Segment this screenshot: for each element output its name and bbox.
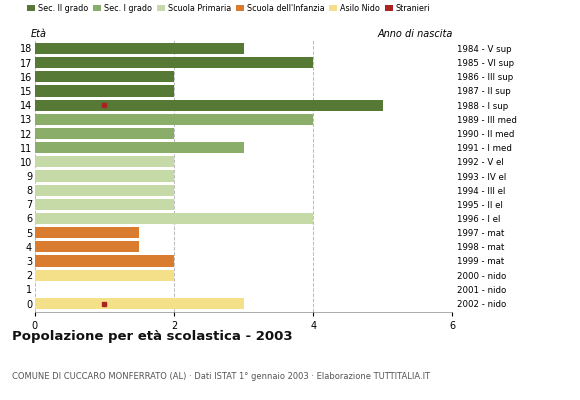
Bar xyxy=(35,298,244,309)
Legend: Sec. II grado, Sec. I grado, Scuola Primaria, Scuola dell'Infanzia, Asilo Nido, : Sec. II grado, Sec. I grado, Scuola Prim… xyxy=(27,4,430,13)
Bar xyxy=(35,71,174,82)
Bar xyxy=(35,241,139,252)
Bar xyxy=(35,227,139,238)
Text: Età: Età xyxy=(31,29,46,39)
Bar xyxy=(35,270,174,281)
Text: Anno di nascita: Anno di nascita xyxy=(377,29,452,39)
Bar xyxy=(35,256,174,266)
Bar xyxy=(35,128,174,139)
Bar xyxy=(35,170,174,182)
Bar xyxy=(35,100,383,111)
Bar xyxy=(35,57,313,68)
Bar xyxy=(35,199,174,210)
Bar xyxy=(35,114,313,125)
Bar xyxy=(35,142,244,153)
Bar xyxy=(35,86,174,96)
Bar xyxy=(35,185,174,196)
Bar xyxy=(35,43,244,54)
Bar xyxy=(35,213,313,224)
Bar xyxy=(35,156,174,167)
Text: COMUNE DI CUCCARO MONFERRATO (AL) · Dati ISTAT 1° gennaio 2003 · Elaborazione TU: COMUNE DI CUCCARO MONFERRATO (AL) · Dati… xyxy=(12,372,430,381)
Text: Popolazione per età scolastica - 2003: Popolazione per età scolastica - 2003 xyxy=(12,330,292,343)
